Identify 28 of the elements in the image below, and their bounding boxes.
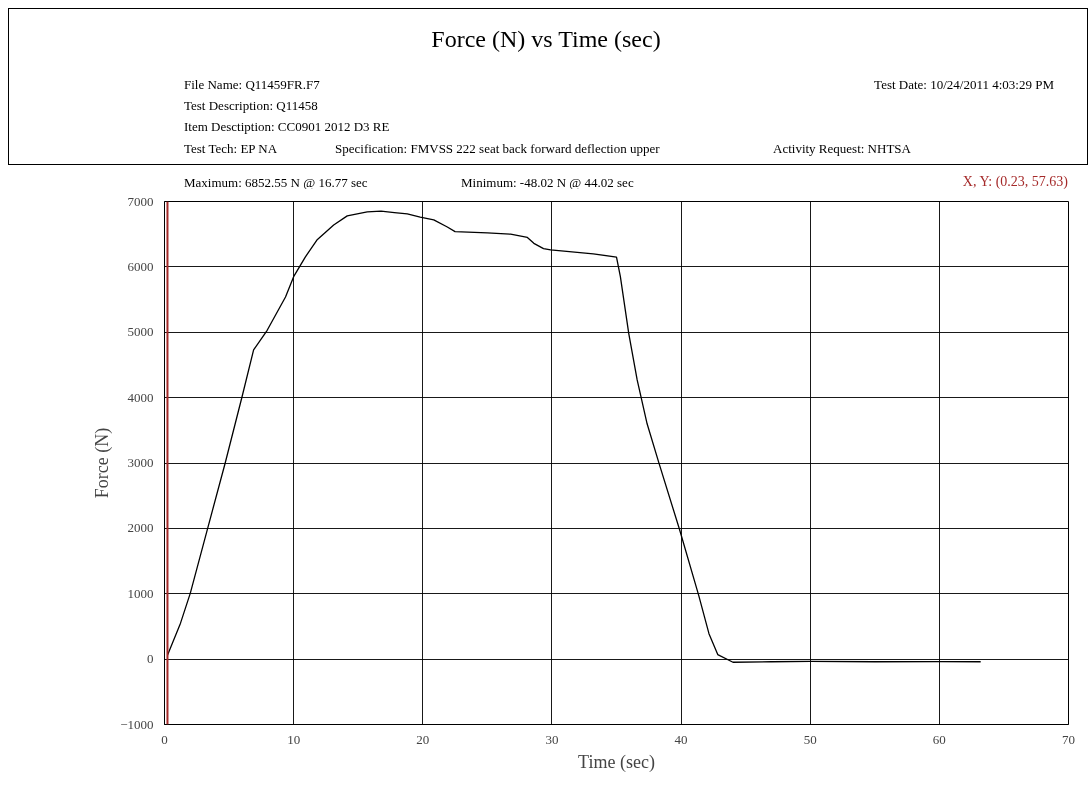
- text: Test Date: 10/24/2011 4:03:29 PM: [874, 76, 1054, 94]
- text: X, Y: (0.23, 57.63): [962, 173, 1068, 191]
- text: Test Tech: EP NA: [184, 140, 278, 158]
- x-axis-title: Time (sec): [578, 751, 655, 773]
- y-tick-label: 2000: [127, 520, 154, 536]
- x-tick-label: 70: [1062, 731, 1075, 747]
- text: File Name: Q11459FR.F7: [184, 76, 320, 94]
- y-tick-label: 6000: [127, 258, 154, 274]
- x-tick-label: 30: [545, 731, 559, 747]
- text: Specification: FMVSS 222 seat back forward deflection upper: [335, 140, 660, 158]
- x-tick-label: 60: [932, 731, 946, 747]
- x-tick-label: 50: [803, 731, 817, 747]
- y-tick-label: 3000: [127, 455, 154, 470]
- y-tick-label: 0: [147, 651, 154, 667]
- x-tick-label: 20: [416, 731, 430, 747]
- y-tick-label: 7000: [127, 193, 154, 209]
- y-tick-label: −1000: [120, 716, 154, 732]
- y-axis-title: Force (N): [92, 427, 114, 499]
- text: Item Desctiption: CC0901 2012 D3 RE: [184, 118, 390, 136]
- text: Activity Request: NHTSA: [773, 140, 911, 158]
- y-tick-label: 5000: [127, 324, 154, 340]
- x-tick-label: 40: [674, 731, 688, 747]
- y-tick-label: 1000: [127, 585, 154, 601]
- text: Test Description: Q11458: [184, 97, 318, 115]
- y-tick-label: 4000: [127, 389, 154, 405]
- text: Force (N) vs Time (sec): [430, 25, 662, 54]
- x-tick-label: 0: [161, 731, 168, 747]
- x-tick-label: 10: [287, 731, 301, 747]
